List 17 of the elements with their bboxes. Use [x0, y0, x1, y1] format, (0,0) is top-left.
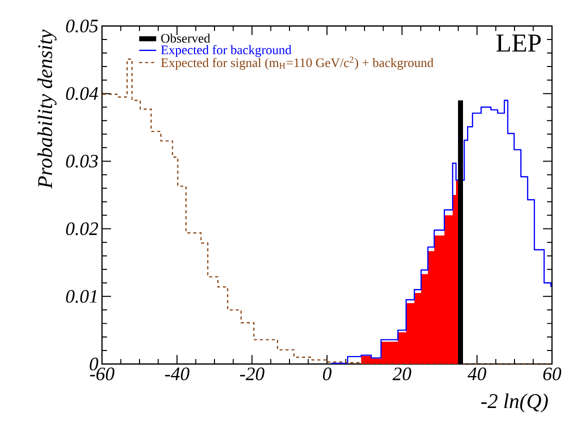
legend-label: Observed — [161, 34, 210, 43]
y-tick-label: 0.03 — [66, 154, 98, 168]
x-tick-label: 0 — [323, 368, 332, 380]
y-tick-label: 0.05 — [66, 20, 98, 32]
x-tick-label: -40 — [165, 368, 190, 380]
annotation: LEP — [496, 34, 541, 52]
legend-label: Expected for background — [161, 45, 292, 57]
y-tick-label: 0.04 — [66, 87, 98, 100]
x-axis-title: -2 ln(Q) — [481, 394, 548, 412]
x-tick-label: 20 — [392, 368, 412, 380]
y-tick-label: 0.01 — [66, 290, 96, 303]
x-tick-label: 60 — [543, 368, 562, 380]
y-tick-label: 0.02 — [66, 222, 98, 236]
x-tick-label: -20 — [240, 368, 264, 380]
x-tick-label: 40 — [468, 368, 486, 380]
legend-label: Expected for signal (m$_{H}$=110 GeV/c$^{2}$) + background — [161, 56, 434, 70]
y-axis-title: Probability density — [37, 30, 57, 189]
